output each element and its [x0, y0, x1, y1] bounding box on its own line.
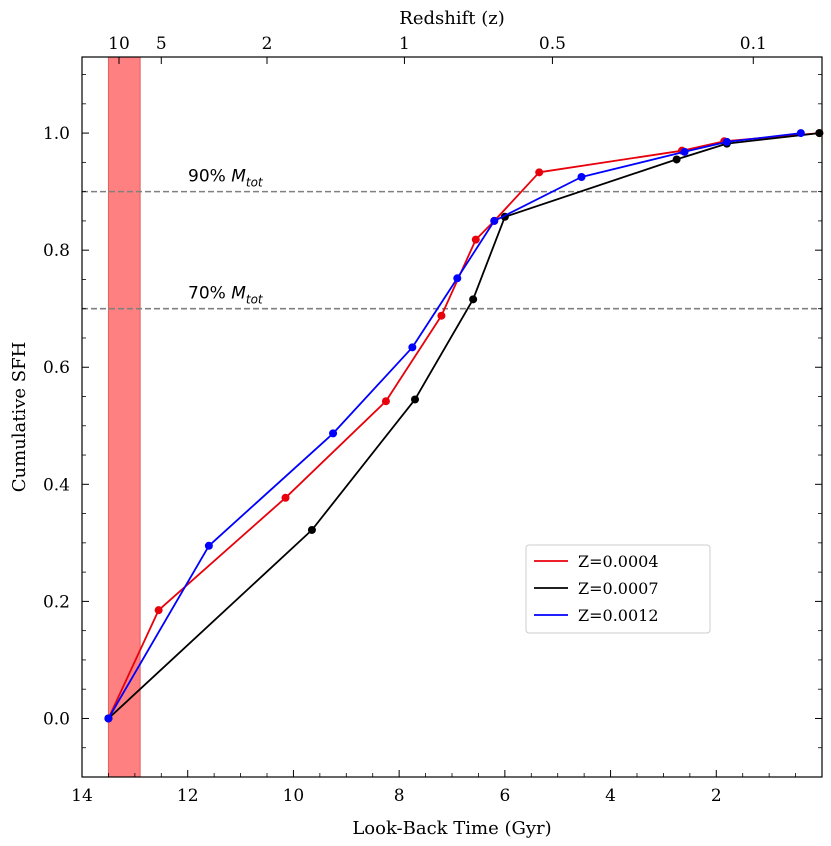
data-point: [535, 168, 544, 177]
y-tick-label: 0.0: [43, 709, 70, 729]
series-line-1: [107, 132, 820, 720]
y-axis-label: Cumulative SFH: [9, 342, 30, 493]
data-point: [490, 216, 499, 225]
data-point: [437, 311, 446, 320]
data-point: [329, 429, 338, 438]
x-tick-label: 4: [605, 786, 616, 806]
top-tick-label: 1: [399, 34, 410, 54]
y-tick-label: 0.8: [43, 241, 70, 261]
top-tick-label: 2: [262, 34, 273, 54]
data-point: [577, 173, 586, 181]
data-point: [680, 147, 689, 156]
data-point: [381, 397, 390, 406]
x-tick-label: 2: [711, 786, 722, 806]
data-point: [471, 235, 480, 244]
x-axis-label: Look-Back Time (Gyr): [352, 818, 551, 839]
reference-annotation-0: 90% Mtot: [188, 167, 264, 190]
top-tick-label: 0.5: [539, 34, 566, 54]
data-point: [307, 525, 316, 534]
legend-label: Z=0.0012: [578, 606, 659, 625]
data-point: [722, 137, 731, 146]
plot-frame: [81, 56, 823, 778]
reference-annotation-sub: tot: [246, 293, 264, 307]
top-axis-label: Redshift (z): [399, 8, 504, 29]
reference-annotation-1: 70% Mtot: [188, 284, 264, 307]
shaded-band: [107, 56, 141, 778]
y-tick-label: 0.4: [43, 475, 70, 495]
reference-annotation-sub: tot: [246, 176, 264, 190]
data-point: [104, 714, 113, 723]
y-tick-label: 0.2: [43, 592, 70, 612]
data-point: [408, 343, 417, 352]
legend-label: Z=0.0004: [578, 552, 659, 571]
y-tick-label: 0.6: [43, 358, 70, 378]
data-point: [672, 155, 681, 164]
y-tick-label: 1.0: [43, 124, 70, 144]
data-point: [204, 541, 213, 550]
x-tick-label: 10: [283, 786, 305, 806]
data-point: [281, 493, 290, 502]
x-tick-label: 12: [177, 786, 199, 806]
top-tick-label: 0.1: [740, 34, 767, 54]
data-point: [411, 395, 419, 404]
x-tick-label: 14: [71, 786, 93, 806]
data-point: [154, 606, 163, 615]
legend-box: [525, 544, 711, 634]
series-line-2: [107, 132, 802, 719]
top-tick-label: 10: [108, 34, 130, 54]
series-line-0: [107, 132, 820, 719]
reference-annotation-prefix: 90%: [188, 167, 231, 187]
data-point: [453, 274, 462, 283]
data-point: [469, 295, 478, 304]
x-tick-label: 6: [499, 786, 510, 806]
x-tick-label: 8: [394, 786, 405, 806]
legend-label: Z=0.0007: [578, 579, 659, 598]
reference-annotation-main: M: [231, 167, 246, 187]
reference-annotation-main: M: [231, 284, 246, 304]
top-tick-label: 5: [156, 34, 167, 54]
data-point: [796, 129, 805, 138]
reference-annotation-prefix: 70%: [188, 284, 231, 304]
